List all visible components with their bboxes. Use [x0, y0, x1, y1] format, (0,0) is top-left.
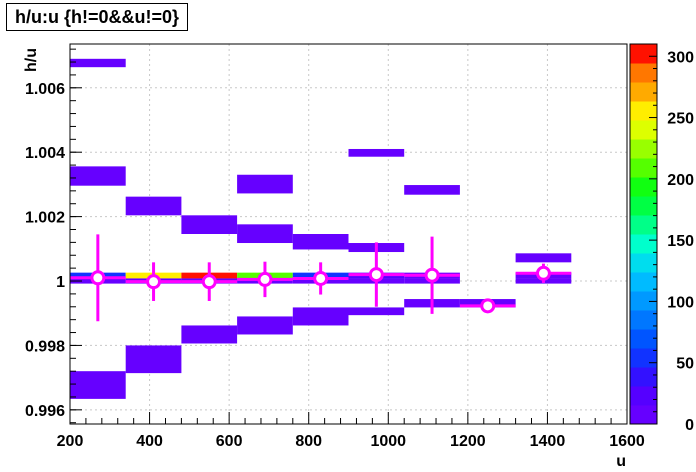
colorbar-band — [630, 120, 657, 140]
x-tick-label: 1400 — [530, 433, 566, 450]
marker — [201, 274, 217, 290]
heatmap-cell — [125, 345, 182, 374]
heatmap-cell — [292, 234, 349, 250]
profile-point — [237, 261, 293, 298]
x-tick-label: 1600 — [609, 433, 645, 450]
colorbar-tick-label: 50 — [676, 356, 694, 373]
x-axis-label: u — [616, 453, 626, 470]
heatmap-cell — [292, 307, 349, 326]
heatmap-cell — [515, 253, 572, 263]
heatmap-cell — [237, 174, 293, 194]
colorbar-band — [630, 310, 657, 330]
colorbar-band — [630, 272, 657, 292]
colorbar-band — [630, 291, 657, 311]
marker — [368, 267, 384, 283]
heatmap-cell — [181, 325, 238, 344]
heatmap-cell — [70, 166, 126, 186]
axis-ticks: 200 400 600 800 1000 1200 1400 1600 0.996 0.998 1 1… — [25, 48, 645, 450]
x-tick-label: 600 — [216, 433, 243, 450]
heatmap-cell — [404, 185, 460, 195]
heatmap-cell — [125, 196, 182, 216]
heatmap-cell — [348, 307, 405, 316]
chart-title: h/u:u {h!=0&&u!=0} — [6, 3, 189, 31]
colorbar-band — [630, 367, 657, 387]
colorbar-band — [630, 177, 657, 197]
colorbar-band — [630, 101, 657, 121]
profile-point — [404, 236, 460, 314]
colorbar-tick-label: 0 — [685, 417, 694, 434]
profile-point — [292, 262, 349, 295]
colorbar-tick-label: 100 — [667, 294, 694, 311]
marker — [257, 271, 273, 287]
colorbar-tick-label: 300 — [667, 49, 694, 66]
y-tick-label: 1.006 — [25, 81, 65, 98]
profile-point — [515, 263, 572, 283]
y-tick-label: 0.998 — [25, 338, 65, 355]
y-tick-label: 1.004 — [25, 145, 65, 162]
x-tick-label: 800 — [295, 433, 322, 450]
colorbar-band — [630, 386, 657, 406]
colorbar-band — [630, 405, 657, 425]
colorbar-band — [630, 63, 657, 83]
marker — [90, 270, 106, 286]
profile-point — [348, 242, 405, 307]
heatmap-cell — [237, 316, 293, 335]
plot-frame — [69, 43, 628, 425]
heatmap-cell — [237, 224, 293, 244]
y-tick-label: 1 — [56, 274, 65, 291]
colorbar-band — [630, 253, 657, 273]
colorbar-band — [630, 348, 657, 368]
profile-point — [459, 298, 516, 314]
marker — [313, 270, 329, 286]
marker — [146, 274, 162, 290]
x-tick-label: 400 — [136, 433, 163, 450]
profile-point — [125, 262, 182, 301]
colorbar-band — [630, 82, 657, 102]
y-tick-label: 0.996 — [25, 403, 65, 420]
y-tick-label: 1.002 — [25, 210, 65, 227]
heatmap-cell — [70, 58, 126, 68]
colorbar-band — [630, 234, 657, 254]
heatmap-cell — [70, 371, 126, 399]
colorbar-band — [630, 215, 657, 235]
marker — [535, 265, 551, 281]
heatmap-cells — [70, 58, 572, 399]
colorbar-frame — [629, 43, 658, 425]
profile-points — [70, 234, 572, 322]
colorbar-band — [630, 158, 657, 178]
profile-point — [181, 262, 238, 301]
colorbar-band — [630, 139, 657, 159]
heatmap-cell — [348, 148, 405, 157]
colorbar-tick-label: 250 — [667, 111, 694, 128]
x-tick-label: 1200 — [450, 433, 486, 450]
y-axis-label: h/u — [23, 48, 40, 72]
colorbar-band — [630, 44, 657, 64]
colorbar-band — [630, 329, 657, 349]
profile-point — [70, 234, 126, 322]
marker — [480, 298, 496, 314]
x-tick-label: 200 — [57, 433, 84, 450]
colorbar-tick-label: 150 — [667, 233, 694, 250]
colorbar-band — [630, 196, 657, 216]
heatmap-cell — [181, 215, 238, 234]
colorbar-tick-label: 200 — [667, 172, 694, 189]
marker — [424, 267, 440, 283]
colorbar: 0 50 100 150 200 250 300 — [629, 43, 694, 434]
x-tick-label: 1000 — [370, 433, 406, 450]
